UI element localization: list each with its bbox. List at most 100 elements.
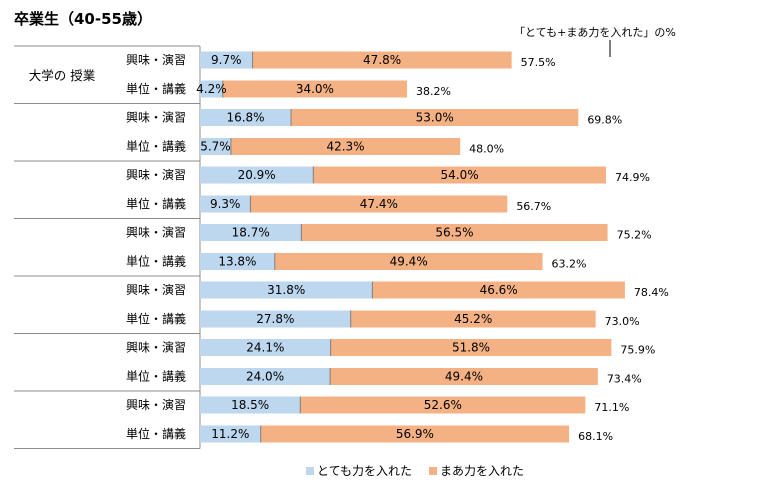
row-category-label: 単位・講義 — [126, 139, 186, 154]
legend-label: とても力を入れた — [317, 464, 412, 478]
bar-very — [200, 425, 261, 443]
bar-row: 24.0% 49.4% 73.4% — [200, 368, 642, 386]
value-label-somewhat: 42.3% — [326, 140, 364, 154]
bar-somewhat — [330, 339, 612, 356]
bar-very — [200, 339, 331, 356]
bar-very — [200, 368, 331, 385]
bar-somewhat — [260, 425, 570, 443]
value-label-somewhat: 52.6% — [424, 398, 462, 412]
value-label-very: 18.5% — [231, 398, 269, 412]
legend-item: まあ力を入れた — [429, 464, 524, 478]
legend-label: まあ力を入れた — [440, 464, 524, 478]
row-category-label: 興味・演習 — [126, 167, 186, 182]
value-label-total: 38.2% — [416, 85, 451, 98]
total-annotation: 「とても+まあ力を入れた」の% — [514, 26, 676, 39]
value-label-very: 20.9% — [238, 168, 276, 182]
bar-very — [200, 396, 301, 414]
value-label-somewhat: 56.9% — [396, 427, 434, 441]
value-label-total: 71.1% — [594, 401, 629, 414]
value-label-very: 9.7% — [211, 53, 242, 67]
group-labels: 大学の 授業ゼミ、研究室活動卒業論文や卒業研究授業以外の自主的な勉強（資格試験な… — [29, 68, 96, 83]
bar-row: 24.1% 51.8% 75.9% — [200, 339, 655, 357]
value-label-very: 11.2% — [211, 427, 249, 441]
bar-row: 18.7% 56.5% 75.2% — [200, 224, 652, 242]
row-category-label: 興味・演習 — [126, 282, 186, 297]
row-category-label: 単位・講義 — [126, 254, 186, 269]
legend-swatch — [306, 467, 314, 475]
bar-somewhat — [230, 138, 461, 155]
bar-row: 9.3% 47.4% 56.7% — [200, 195, 551, 213]
value-label-somewhat: 49.4% — [445, 370, 483, 384]
row-category-label: 興味・演習 — [126, 340, 186, 355]
value-label-very: 4.2% — [196, 82, 227, 96]
row-category-label: 単位・講義 — [126, 311, 186, 326]
bar-very — [200, 138, 231, 155]
value-label-very: 16.8% — [226, 111, 264, 125]
bar-somewhat — [252, 51, 512, 69]
value-label-total: 78.4% — [634, 286, 669, 299]
value-label-somewhat: 45.2% — [454, 312, 492, 326]
bar-row: 4.2% 34.0% 38.2% — [196, 80, 451, 98]
value-label-somewhat: 34.0% — [296, 82, 334, 96]
bar-somewhat — [330, 368, 598, 385]
row-category-label: 興味・演習 — [126, 52, 186, 67]
bar-row: 5.7% 42.3% 48.0% — [200, 138, 504, 156]
bar-somewhat — [222, 80, 408, 98]
legend-item: とても力を入れた — [306, 464, 412, 478]
group-label: 大学の 授業 — [29, 68, 96, 83]
bar-very — [200, 195, 251, 213]
legend: とても力を入れた まあ力を入れた — [306, 464, 524, 478]
bar-row: 16.8% 53.0% 69.8% — [200, 109, 622, 127]
value-label-total: 75.2% — [617, 229, 652, 242]
value-label-somewhat: 56.5% — [435, 226, 473, 240]
value-label-somewhat: 46.6% — [480, 283, 518, 297]
bar-somewhat — [313, 166, 606, 184]
legend-swatch — [429, 467, 437, 475]
row-category-label: 単位・講義 — [126, 81, 186, 96]
bar-very — [200, 310, 351, 328]
value-label-total: 73.0% — [605, 315, 640, 328]
row-category-label: 興味・演習 — [126, 225, 186, 240]
value-label-total: 48.0% — [469, 143, 504, 156]
bar-somewhat — [372, 281, 625, 299]
value-label-total: 68.1% — [578, 430, 613, 443]
value-label-very: 24.0% — [246, 370, 284, 384]
bar-somewhat — [291, 109, 579, 126]
value-label-very: 31.8% — [267, 283, 305, 297]
bar-very — [200, 80, 223, 98]
value-label-total: 69.8% — [587, 114, 622, 127]
bar-somewhat — [274, 253, 543, 270]
row-category-label: 単位・講義 — [126, 196, 186, 211]
value-label-somewhat: 51.8% — [452, 341, 490, 355]
value-label-total: 63.2% — [552, 258, 587, 271]
bar-very — [200, 281, 373, 299]
bar-somewhat — [300, 396, 586, 414]
bar-row: 31.8% 46.6% 78.4% — [200, 281, 669, 299]
bar-row: 18.5% 52.6% 71.1% — [200, 396, 629, 414]
value-label-somewhat: 47.8% — [363, 53, 401, 67]
value-label-somewhat: 47.4% — [360, 197, 398, 211]
value-label-somewhat: 53.0% — [416, 111, 454, 125]
bar-somewhat — [350, 310, 596, 328]
value-label-total: 75.9% — [620, 344, 655, 357]
bar-row: 9.7% 47.8% 57.5% — [200, 51, 556, 69]
chart-title: 卒業生（40-55歳） — [14, 10, 152, 28]
bar-somewhat — [301, 224, 608, 241]
value-label-total: 74.9% — [615, 171, 650, 184]
group-table-lines — [14, 45, 201, 449]
bar-very — [200, 109, 292, 126]
value-label-very: 18.7% — [232, 226, 270, 240]
bar-row: 13.8% 49.4% 63.2% — [200, 253, 586, 271]
bar-rows: 興味・演習 9.7% 47.8% 57.5% 単位・講義 4.2% 34.0% 38.2% 興味… — [126, 51, 669, 443]
bar-somewhat — [250, 195, 508, 213]
bar-very — [200, 166, 314, 184]
value-label-very: 13.8% — [218, 255, 256, 269]
row-category-label: 単位・講義 — [126, 369, 186, 384]
bar-very — [200, 51, 253, 69]
value-label-total: 73.4% — [607, 373, 642, 386]
bar-very — [200, 224, 302, 241]
value-label-somewhat: 49.4% — [390, 255, 428, 269]
bar-row: 27.8% 45.2% 73.0% — [200, 310, 640, 328]
bar-row: 20.9% 54.0% 74.9% — [200, 166, 650, 184]
